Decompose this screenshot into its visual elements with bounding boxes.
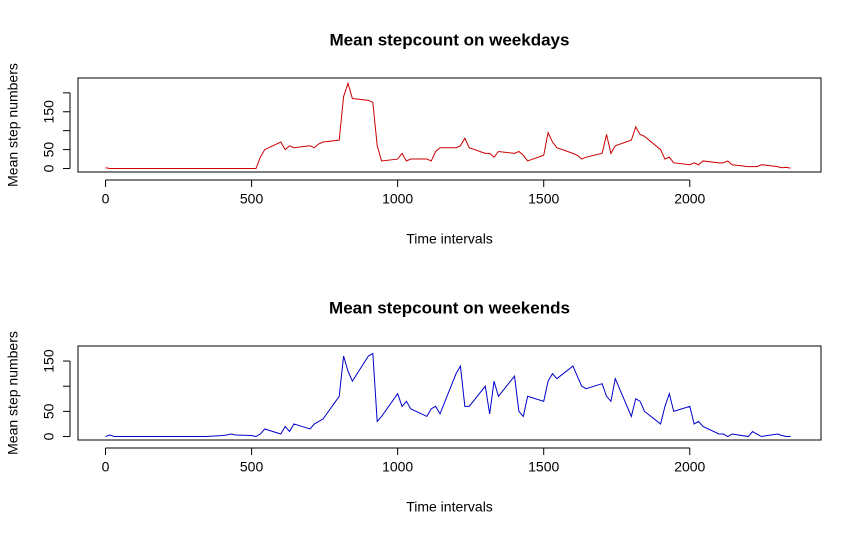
x-tick-label: 1000: [382, 459, 413, 475]
x-axis-label: Time intervals: [406, 499, 493, 515]
y-axis-label: Mean step numbers: [5, 331, 21, 455]
x-axis-label: Time intervals: [406, 231, 493, 247]
y-axis-label: Mean step numbers: [5, 63, 21, 187]
x-tick-label: 0: [102, 191, 110, 207]
chart-title: Mean stepcount on weekends: [329, 298, 570, 317]
x-tick-label: 1500: [528, 459, 559, 475]
plot-frame: [77, 77, 822, 173]
y-tick-label: 50: [41, 142, 57, 158]
data-line: [105, 352, 791, 438]
chart-title: Mean stepcount on weekdays: [330, 30, 570, 49]
y-tick-label: 50: [41, 403, 57, 419]
x-tick-label: 1000: [382, 191, 413, 207]
y-tick-label: 150: [41, 100, 57, 124]
data-line: [105, 81, 791, 170]
x-tick-label: 0: [102, 459, 110, 475]
x-tick-label: 500: [240, 459, 264, 475]
x-tick-label: 2000: [674, 191, 705, 207]
x-tick-label: 1500: [528, 191, 559, 207]
y-tick-label: 150: [41, 349, 57, 373]
plot-frame: [77, 345, 822, 441]
x-tick-label: 2000: [674, 459, 705, 475]
y-tick-label: 0: [41, 164, 57, 172]
y-tick-label: 0: [41, 432, 57, 440]
x-tick-label: 500: [240, 191, 264, 207]
